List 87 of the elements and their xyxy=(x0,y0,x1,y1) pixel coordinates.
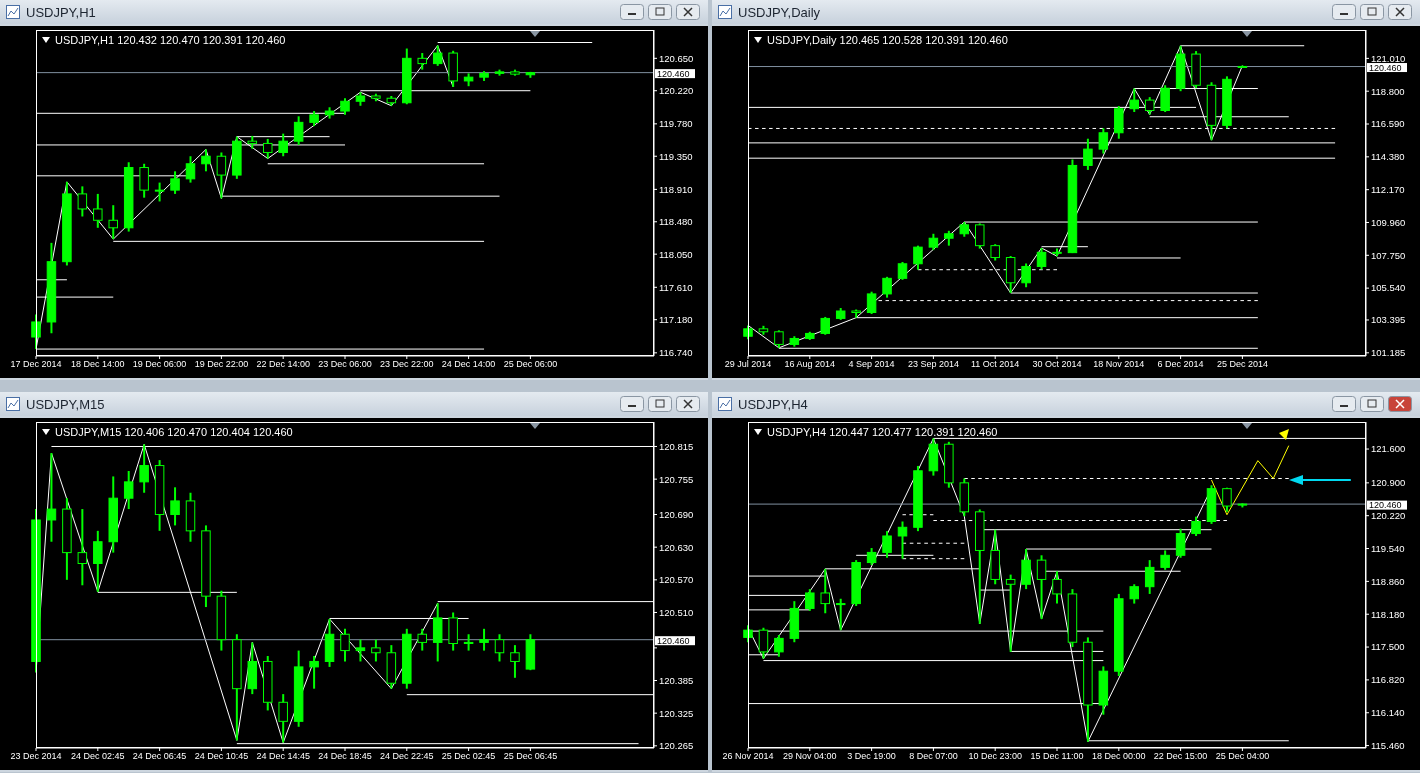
y-tick-label: 120.265 xyxy=(659,740,694,752)
x-tick-label: 29 Nov 04:00 xyxy=(783,751,837,762)
chart-subtitle: USDJPY,H1 120.432 120.470 120.391 120.460 xyxy=(55,34,286,46)
chart-subtitle: USDJPY,M15 120.406 120.470 120.404 120.460 xyxy=(55,426,293,438)
y-tick-label: 109.960 xyxy=(1371,216,1406,228)
y-tick-label: 120.220 xyxy=(659,85,694,97)
x-tick-label: 25 Dec 06:45 xyxy=(503,751,558,762)
y-tick-label: 105.540 xyxy=(1371,282,1406,294)
chart-title: USDJPY,M15 xyxy=(26,396,105,412)
y-tick-label: 114.380 xyxy=(1371,151,1405,163)
x-tick-label: 23 Dec 2014 xyxy=(10,751,62,762)
x-tick-label: 29 Jul 2014 xyxy=(724,359,772,370)
x-tick-label: 16 Aug 2014 xyxy=(784,359,836,370)
x-tick-label: 30 Oct 2014 xyxy=(1032,359,1082,370)
chart-title: USDJPY,H4 xyxy=(738,396,808,412)
x-tick-label: 24 Dec 10:45 xyxy=(194,751,249,762)
x-tick-label: 10 Dec 23:00 xyxy=(968,751,1022,762)
y-tick-label: 118.050 xyxy=(659,248,693,260)
y-tick-label: 116.740 xyxy=(659,347,693,359)
x-tick-label: 24 Dec 14:00 xyxy=(441,359,496,370)
x-tick-label: 23 Sep 2014 xyxy=(907,359,959,370)
y-tick-label: 107.750 xyxy=(1371,249,1406,261)
y-tick-label: 120.385 xyxy=(659,674,694,686)
y-tick-label: 118.480 xyxy=(659,216,693,228)
x-tick-label: 18 Dec 00:00 xyxy=(1092,751,1146,762)
x-tick-label: 4 Sep 2014 xyxy=(848,359,895,370)
y-tick-label: 118.800 xyxy=(1371,85,1405,97)
y-tick-label: 118.910 xyxy=(659,183,693,195)
y-tick-label: 120.900 xyxy=(1371,477,1406,489)
ref-line-label: 120.460 xyxy=(657,68,690,79)
y-tick-label: 117.500 xyxy=(1371,641,1405,653)
y-tick-label: 119.540 xyxy=(1371,542,1405,554)
y-tick-label: 120.510 xyxy=(659,606,694,618)
x-tick-label: 26 Nov 2014 xyxy=(722,751,774,762)
ref-line-label: 120.460 xyxy=(1369,62,1402,73)
x-tick-label: 24 Dec 14:45 xyxy=(256,751,310,762)
y-tick-label: 120.815 xyxy=(659,440,694,452)
y-tick-label: 115.460 xyxy=(1371,739,1405,751)
x-tick-label: 25 Dec 06:00 xyxy=(503,359,558,370)
y-tick-label: 119.350 xyxy=(659,150,693,162)
x-tick-label: 15 Dec 11:00 xyxy=(1030,751,1084,762)
x-tick-label: 6 Dec 2014 xyxy=(1157,359,1204,370)
y-tick-label: 121.600 xyxy=(1371,443,1406,455)
x-tick-label: 24 Dec 22:45 xyxy=(380,751,434,762)
y-tick-label: 119.780 xyxy=(659,118,693,130)
x-tick-label: 18 Nov 2014 xyxy=(1093,359,1145,370)
x-tick-label: 23 Dec 06:00 xyxy=(318,359,372,370)
x-tick-label: 22 Dec 15:00 xyxy=(1153,751,1208,762)
y-tick-label: 116.820 xyxy=(1371,674,1405,686)
y-tick-label: 120.325 xyxy=(659,707,694,719)
y-tick-label: 103.395 xyxy=(1371,314,1406,326)
y-tick-label: 120.630 xyxy=(659,541,694,553)
y-tick-label: 117.610 xyxy=(659,281,693,293)
y-tick-label: 120.690 xyxy=(659,508,694,520)
x-tick-label: 17 Dec 2014 xyxy=(10,359,62,370)
ref-line-label: 120.460 xyxy=(1369,500,1402,511)
y-tick-label: 120.570 xyxy=(659,574,694,586)
x-tick-label: 25 Dec 2014 xyxy=(1216,359,1268,370)
chart-title: USDJPY,Daily xyxy=(738,4,821,20)
y-tick-label: 118.180 xyxy=(1371,608,1405,620)
y-tick-label: 112.170 xyxy=(1371,184,1405,196)
x-tick-label: 23 Dec 22:00 xyxy=(380,359,434,370)
x-tick-label: 19 Dec 06:00 xyxy=(132,359,187,370)
y-tick-label: 118.860 xyxy=(1371,575,1405,587)
chart-title: USDJPY,H1 xyxy=(26,4,96,20)
x-tick-label: 24 Dec 06:45 xyxy=(132,751,187,762)
ref-line-label: 120.460 xyxy=(657,635,690,646)
y-tick-label: 101.185 xyxy=(1371,347,1406,359)
chart-subtitle: USDJPY,H4 120.447 120.477 120.391 120.460 xyxy=(767,426,998,438)
x-tick-label: 8 Dec 07:00 xyxy=(909,751,958,762)
y-tick-label: 120.755 xyxy=(659,473,694,485)
y-tick-label: 116.590 xyxy=(1371,118,1405,130)
x-tick-label: 11 Oct 2014 xyxy=(971,359,1020,370)
chart-subtitle: USDJPY,Daily 120.465 120.528 120.391 120.460 xyxy=(767,34,1008,46)
x-tick-label: 24 Dec 02:45 xyxy=(71,751,125,762)
x-tick-label: 19 Dec 22:00 xyxy=(194,359,249,370)
x-tick-label: 22 Dec 14:00 xyxy=(256,359,310,370)
x-tick-label: 3 Dec 19:00 xyxy=(847,751,896,762)
x-tick-label: 25 Dec 04:00 xyxy=(1215,751,1270,762)
x-tick-label: 18 Dec 14:00 xyxy=(71,359,125,370)
y-tick-label: 117.180 xyxy=(659,314,693,326)
x-tick-label: 24 Dec 18:45 xyxy=(318,751,372,762)
y-tick-label: 120.220 xyxy=(1371,510,1406,522)
x-tick-label: 25 Dec 02:45 xyxy=(441,751,496,762)
y-tick-label: 120.650 xyxy=(659,52,694,64)
y-tick-label: 116.140 xyxy=(1371,707,1405,719)
y-tick-label: 121.010 xyxy=(1371,52,1406,64)
